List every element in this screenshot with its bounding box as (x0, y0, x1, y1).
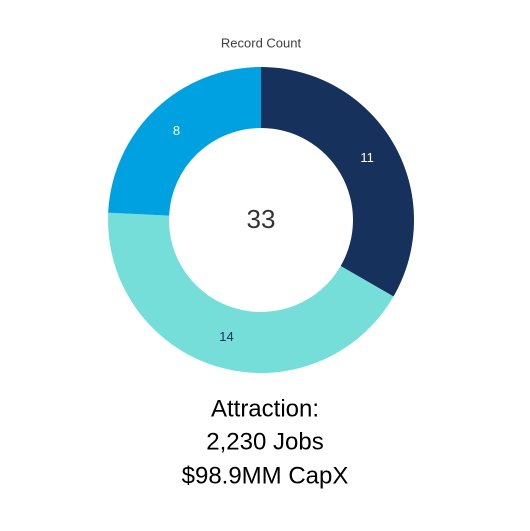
center-total: 33 (247, 204, 276, 234)
caption-line: $98.9MM CapX (182, 462, 349, 489)
data-label: 14 (219, 329, 233, 344)
donut-slice (261, 67, 414, 297)
donut-slice (107, 212, 394, 373)
data-label: 8 (173, 123, 180, 138)
chart-title: Record Count (221, 35, 302, 50)
caption-line: Attraction: (211, 395, 319, 422)
data-label: 11 (360, 150, 374, 165)
donut-slice (108, 67, 261, 216)
caption-line: 2,230 Jobs (206, 428, 323, 455)
